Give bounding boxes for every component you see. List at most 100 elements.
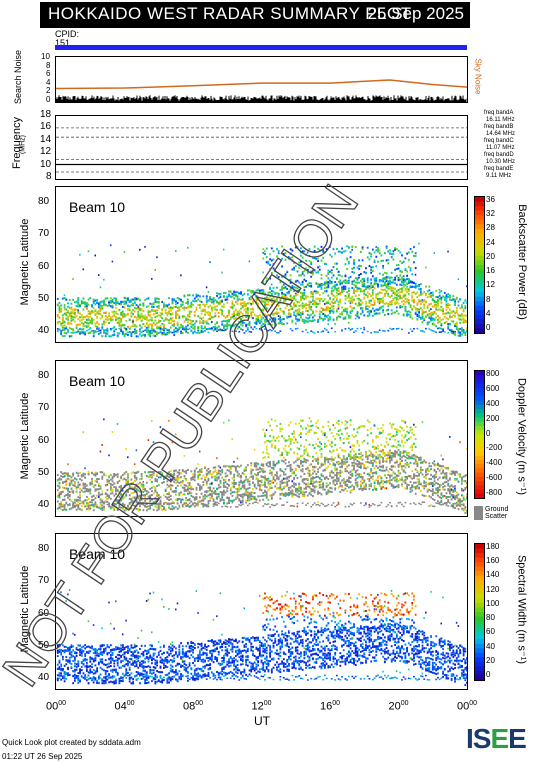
heatmap-cell	[226, 324, 229, 327]
heatmap-cell	[125, 506, 128, 509]
heatmap-cell	[365, 300, 367, 303]
heatmap-cell	[193, 330, 196, 333]
heatmap-cell	[397, 279, 400, 282]
heatmap-cell	[140, 473, 143, 476]
heatmap-cell	[404, 284, 407, 287]
heatmap-cell	[163, 501, 165, 504]
heatmap-cell	[402, 260, 405, 263]
heatmap-cell	[133, 328, 136, 330]
heatmap-cell	[298, 288, 301, 291]
heatmap-cell	[289, 328, 292, 330]
heatmap-cell	[231, 481, 234, 484]
heatmap-cell	[109, 484, 112, 487]
heatmap-cell	[157, 297, 160, 300]
heatmap-cell	[169, 483, 172, 486]
heatmap-cell	[120, 503, 123, 506]
heatmap-cell	[240, 328, 242, 330]
heatmap-cell	[389, 276, 391, 279]
heatmap-cell	[140, 498, 143, 501]
heatmap-cell	[243, 481, 246, 484]
heatmap-cell	[135, 501, 138, 504]
heatmap-cell	[106, 330, 109, 333]
heatmap-cell	[204, 493, 206, 496]
heatmap-cell	[94, 505, 97, 508]
heatmap-cell	[159, 324, 162, 327]
heatmap-cell	[205, 504, 208, 507]
heatmap-cell	[99, 497, 102, 500]
heatmap-cell	[111, 480, 114, 483]
heatmap-cell	[120, 303, 123, 306]
sky-noise-label: Sky Noise	[473, 58, 483, 95]
heatmap-cell	[288, 315, 290, 318]
heatmap-cell	[168, 471, 170, 474]
heatmap-cell	[202, 295, 205, 298]
heatmap-cell	[210, 301, 213, 304]
heatmap-cell	[306, 269, 309, 272]
heatmap-cell	[144, 329, 146, 332]
heatmap-cell	[447, 295, 450, 298]
heatmap-cell	[464, 321, 467, 324]
heatmap-cell	[168, 491, 170, 494]
heatmap-cell	[413, 328, 415, 330]
heatmap-cell	[219, 480, 222, 483]
heatmap-cell	[293, 295, 295, 298]
heatmap-cell	[445, 308, 448, 311]
heatmap-cell	[84, 483, 87, 486]
heatmap-cell	[264, 305, 266, 308]
heatmap-cell	[358, 274, 361, 277]
heatmap-cell	[294, 299, 297, 302]
heatmap-cell	[176, 471, 179, 474]
heatmap-cell	[133, 496, 136, 499]
heatmap-cell	[288, 279, 290, 282]
heatmap-cell	[332, 289, 335, 292]
heatmap-cell	[243, 494, 246, 497]
heatmap-cell	[205, 295, 208, 298]
heatmap-cell	[190, 492, 193, 495]
heatmap-cell	[246, 293, 249, 296]
heatmap-cell	[443, 296, 446, 299]
heatmap-cell	[207, 313, 210, 316]
heatmap-cell	[87, 298, 90, 301]
heatmap-cell	[252, 302, 254, 305]
heatmap-cell	[305, 310, 307, 313]
heatmap-cell	[171, 317, 174, 320]
heatmap-cell	[342, 250, 345, 253]
heatmap-cell	[303, 278, 306, 281]
heatmap-cell	[65, 487, 68, 490]
heatmap-cell	[103, 331, 105, 334]
heatmap-cell	[308, 307, 311, 310]
heatmap-cell	[137, 508, 140, 511]
heatmap-cell	[401, 284, 403, 287]
heatmap-cell	[187, 324, 189, 327]
heatmap-cell	[265, 314, 268, 317]
heatmap-cell	[166, 311, 169, 314]
heatmap-cell	[366, 310, 369, 313]
heatmap-cell	[130, 472, 133, 475]
heatmap-cell	[60, 307, 63, 310]
heatmap-cell	[67, 315, 69, 318]
heatmap-cell	[440, 302, 443, 305]
colorbar-swatch	[475, 323, 484, 329]
heatmap-cell	[335, 299, 338, 302]
heatmap-cell	[224, 485, 227, 488]
heatmap-cell	[188, 504, 191, 507]
heatmap-cell	[318, 299, 321, 302]
heatmap-cell	[437, 321, 439, 324]
heatmap-cell	[101, 506, 104, 509]
heatmap-cell	[433, 299, 436, 302]
colorbar-swatch	[475, 255, 484, 261]
heatmap-cell	[180, 484, 182, 487]
heatmap-cell	[375, 278, 378, 281]
heatmap-cell	[159, 312, 162, 315]
heatmap-cell	[378, 291, 381, 294]
heatmap-cell	[118, 479, 121, 482]
heatmap-cell	[192, 475, 194, 478]
heatmap-cell	[145, 305, 148, 308]
heatmap-cell	[298, 274, 301, 277]
heatmap-cell	[111, 306, 114, 309]
heatmap-cell	[332, 248, 335, 251]
heatmap-cell	[296, 270, 299, 273]
heatmap-cell	[226, 490, 229, 493]
heatmap-cell	[238, 473, 241, 476]
heatmap-cell	[240, 291, 242, 294]
